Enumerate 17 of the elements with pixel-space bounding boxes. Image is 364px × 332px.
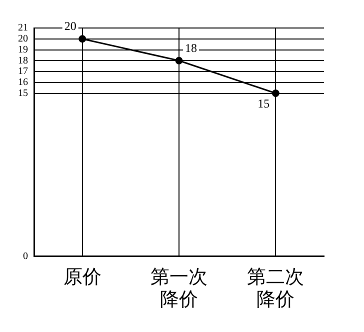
y-tick-label: 17 (18, 66, 28, 78)
point (78, 35, 86, 43)
x-tick-label: 第二次降价 (247, 266, 304, 311)
y-tick-label: 19 (18, 44, 28, 56)
data-label: 15 (258, 96, 270, 110)
x-tick-label: 第一次降价 (150, 266, 208, 311)
point (272, 90, 280, 98)
x-tick-label: 原价 (63, 266, 102, 288)
point (175, 56, 183, 64)
y-tick-label: 18 (18, 55, 28, 66)
y-tick-label: 21 (18, 22, 28, 34)
y-tick-label: 20 (18, 34, 28, 44)
y-tick-label: 15 (18, 88, 28, 99)
y-tick-label: 0 (23, 251, 28, 262)
data-label: 18 (185, 40, 197, 55)
data-label: 20 (64, 19, 76, 34)
y-tick-label: 16 (18, 77, 28, 88)
